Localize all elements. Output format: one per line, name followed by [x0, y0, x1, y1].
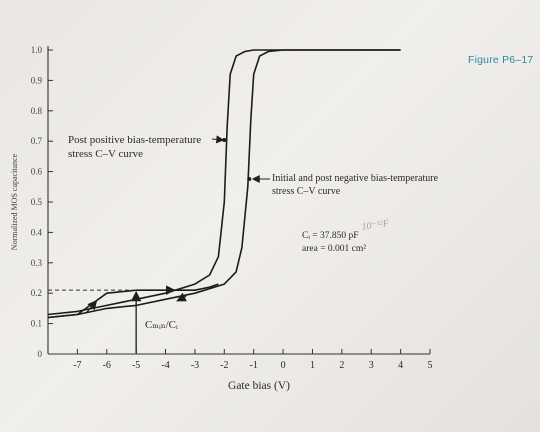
axes: 0 0.1 0.2 0.3 0.4 0.5 0.6 0.7 0.8 0.9 1.0 -7 -6 -5 -4 -… — [10, 45, 433, 392]
x-tick-label: 5 — [428, 360, 433, 371]
handwritten-note: 10⁻¹²F — [361, 218, 391, 233]
positive-stress-dot — [222, 138, 227, 142]
ci-value-label: Cᵢ = 37.850 pF — [302, 231, 359, 241]
positive-stress-pointer — [211, 135, 225, 144]
x-tick-label: 3 — [369, 360, 374, 371]
y-tick-label: 0.5 — [31, 197, 43, 207]
y-tick-label: 0.6 — [31, 167, 43, 177]
x-tick-label: 1 — [310, 360, 315, 371]
x-tick-label: -2 — [220, 360, 228, 371]
y-axis-title: Normalized MOS capacitance — [10, 153, 19, 250]
y-tick-label: 0.7 — [31, 136, 43, 146]
initial-negative-dot — [247, 177, 252, 181]
y-tick-label: 1.0 — [31, 45, 43, 55]
y-tick-label: 0.1 — [31, 319, 42, 329]
x-tick-label: -7 — [73, 360, 81, 371]
sweep-arrow-up — [85, 299, 98, 314]
x-tick-label: 4 — [398, 360, 403, 371]
y-tick-label: 0.3 — [31, 258, 43, 268]
y-tick-label: 0.9 — [31, 75, 43, 85]
y-tick-label: 0.2 — [31, 288, 42, 298]
x-tick-label: -6 — [103, 360, 111, 371]
figure-label: Figure P6–17 — [468, 54, 534, 66]
x-tick-label: -3 — [191, 360, 199, 371]
positive-stress-label: Post positive bias-temperature — [68, 134, 201, 146]
x-tick-label: -4 — [161, 360, 169, 371]
x-tick-label: 2 — [339, 360, 344, 371]
x-tick-label: -5 — [132, 360, 140, 371]
x-axis-title: Gate bias (V) — [228, 380, 290, 392]
positive-stress-label: stress C–V curve — [68, 148, 143, 160]
y-tick-label: 0.4 — [31, 227, 43, 237]
initial-negative-stress-label: stress C–V curve — [272, 186, 341, 197]
cmin-label: Cₘᵢₙ/Cᵢ — [145, 319, 178, 331]
deep-depletion-curve — [47, 283, 219, 319]
y-tick-label: 0 — [38, 349, 43, 359]
area-value-label: area = 0.001 cm² — [302, 244, 366, 254]
y-tick-label: 0.8 — [31, 106, 43, 116]
initial-negative-stress-label: Initial and post negative bias-temperatu… — [272, 173, 439, 184]
annotations: Cₘᵢₙ/Cᵢ Post positive bias-temperature str… — [48, 134, 439, 353]
x-tick-label: 0 — [281, 360, 286, 371]
sweep-arrow-return — [176, 292, 187, 302]
x-tick-label: -1 — [250, 360, 258, 371]
